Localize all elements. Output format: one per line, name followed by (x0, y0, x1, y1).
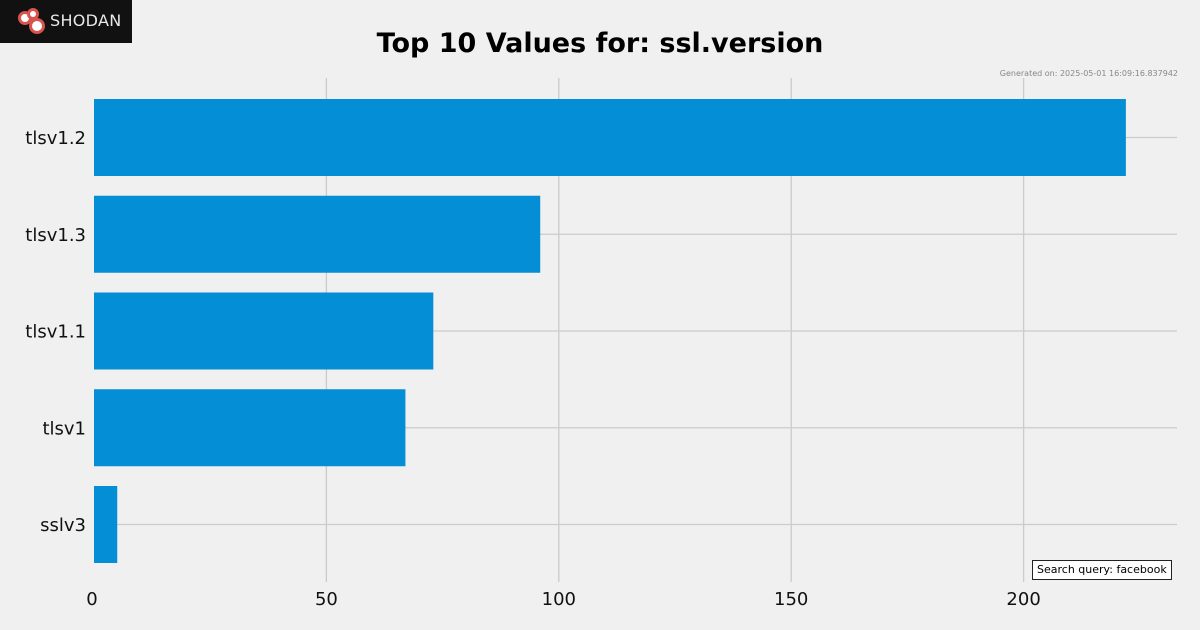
category-label-tlsv1.3: tlsv1.3 (25, 225, 86, 246)
chart-title: Top 10 Values for: ssl.version (376, 28, 824, 59)
generated-timestamp: Generated on: 2025-05-01 16:09:16.837942 (999, 69, 1178, 78)
search-query-box: Search query: facebook (1032, 560, 1172, 580)
category-label-tlsv1.1: tlsv1.1 (25, 322, 86, 343)
shodan-logo-text: SHODAN (50, 11, 122, 30)
category-label-sslv3: sslv3 (40, 515, 86, 536)
bar-sslv3 (94, 486, 118, 563)
bar-tlsv1 (94, 389, 406, 467)
x-tick-label-0: 0 (86, 589, 97, 610)
x-tick-label-1: 50 (315, 589, 338, 610)
x-tick-label-2: 100 (542, 589, 576, 610)
bar-tlsv1.3 (94, 195, 541, 273)
bar-tlsv1.2 (94, 99, 1126, 176)
shodan-logo-icon (18, 8, 45, 34)
category-label-tlsv1.2: tlsv1.2 (25, 128, 86, 149)
x-tick-label-4: 200 (1006, 589, 1040, 610)
x-tick-label-3: 150 (774, 589, 808, 610)
shodan-logo: SHODAN (0, 0, 132, 43)
bar-tlsv1.1 (94, 292, 434, 370)
category-label-tlsv1: tlsv1 (42, 418, 86, 439)
